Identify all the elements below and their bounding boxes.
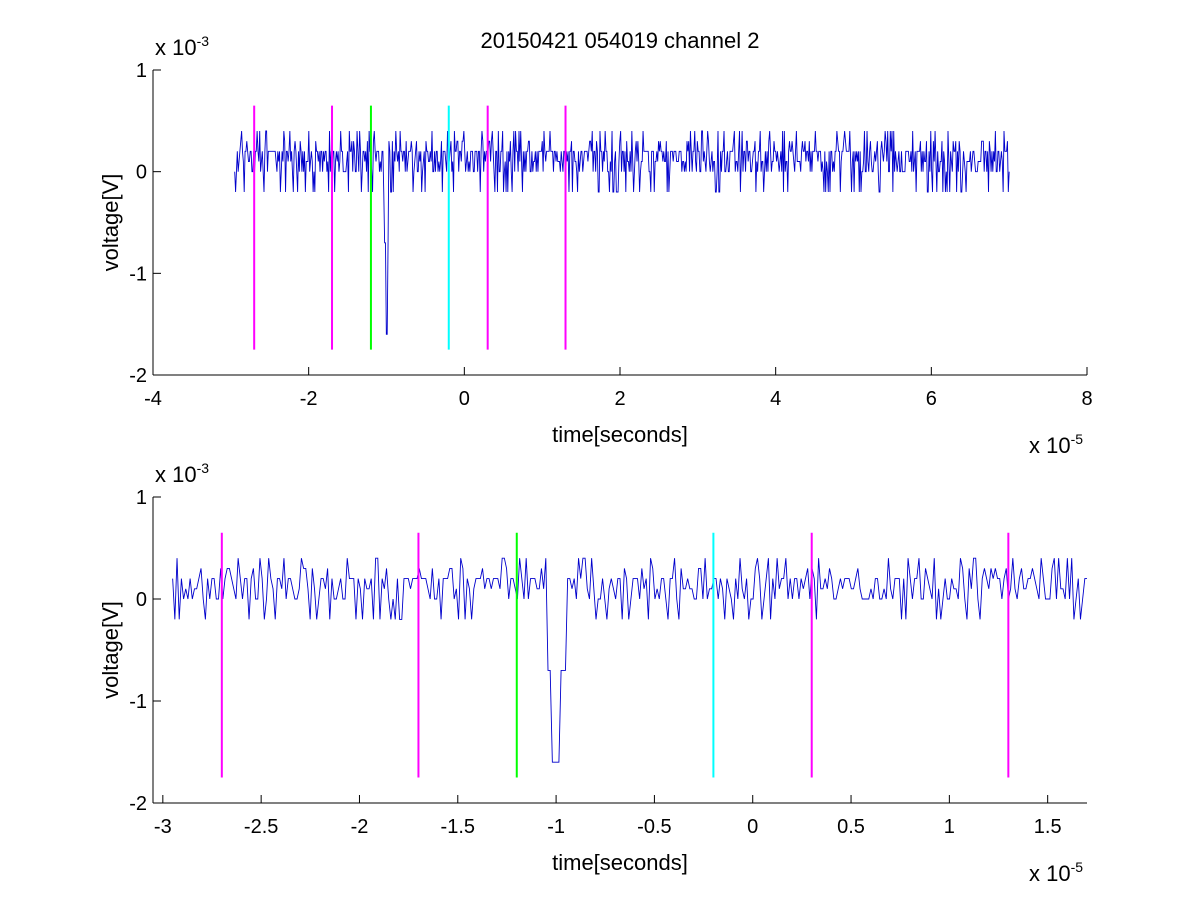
x-axis-label: time[seconds]: [552, 850, 688, 875]
y-tick-label: 1: [136, 487, 147, 509]
x-tick-label: 6: [926, 388, 937, 410]
x-tick-label: 2: [614, 388, 625, 410]
x-tick-label: -0.5: [637, 816, 671, 838]
y-tick-label: 0: [136, 162, 147, 184]
x-tick-label: -4: [144, 388, 162, 410]
x-tick-label: 1: [944, 816, 955, 838]
x-tick-label: -2: [351, 816, 369, 838]
y-tick-label: -1: [129, 263, 147, 285]
x-tick-label: -1.5: [441, 816, 475, 838]
signal-trace: [234, 130, 1010, 335]
x-tick-label: 0: [747, 816, 758, 838]
y-tick-label: 0: [136, 589, 147, 611]
x-tick-label: -1: [547, 816, 565, 838]
figure-title: 20150421 054019 channel 2: [481, 28, 760, 53]
x-tick-label: 0: [459, 388, 470, 410]
x-tick-label: 8: [1081, 388, 1092, 410]
y-tick-label: -2: [129, 793, 147, 815]
x-tick-label: -3: [154, 816, 172, 838]
x-tick-label: 0.5: [837, 816, 865, 838]
signal-trace: [172, 557, 1087, 763]
y-axis-label: voltage[V]: [98, 174, 123, 272]
y-exponent-label: x 10-3: [155, 460, 209, 487]
y-tick-label: 1: [136, 60, 147, 82]
y-tick-label: -2: [129, 365, 147, 387]
x-tick-label: 4: [770, 388, 781, 410]
x-exponent-label: x 10-5: [1029, 431, 1083, 458]
plot-top: -4 -2 0 2 4 6 8-2-101time[seconds]voltage[V]x …: [98, 33, 1093, 458]
y-tick-label: -1: [129, 691, 147, 713]
x-tick-label: -2: [300, 388, 318, 410]
x-tick-label: -2.5: [244, 816, 278, 838]
x-tick-label: 1.5: [1034, 816, 1062, 838]
plot-bottom: -3 -2.5 -2 -1.5 -1 -0.5 0 0.5 1 1.5 -2 -1 0 1 time[sec…: [98, 460, 1087, 886]
y-axis-label: voltage[V]: [98, 601, 123, 699]
x-exponent-label: x 10-5: [1029, 859, 1083, 886]
x-axis-label: time[seconds]: [552, 422, 688, 447]
y-exponent-label: x 10-3: [155, 33, 209, 60]
